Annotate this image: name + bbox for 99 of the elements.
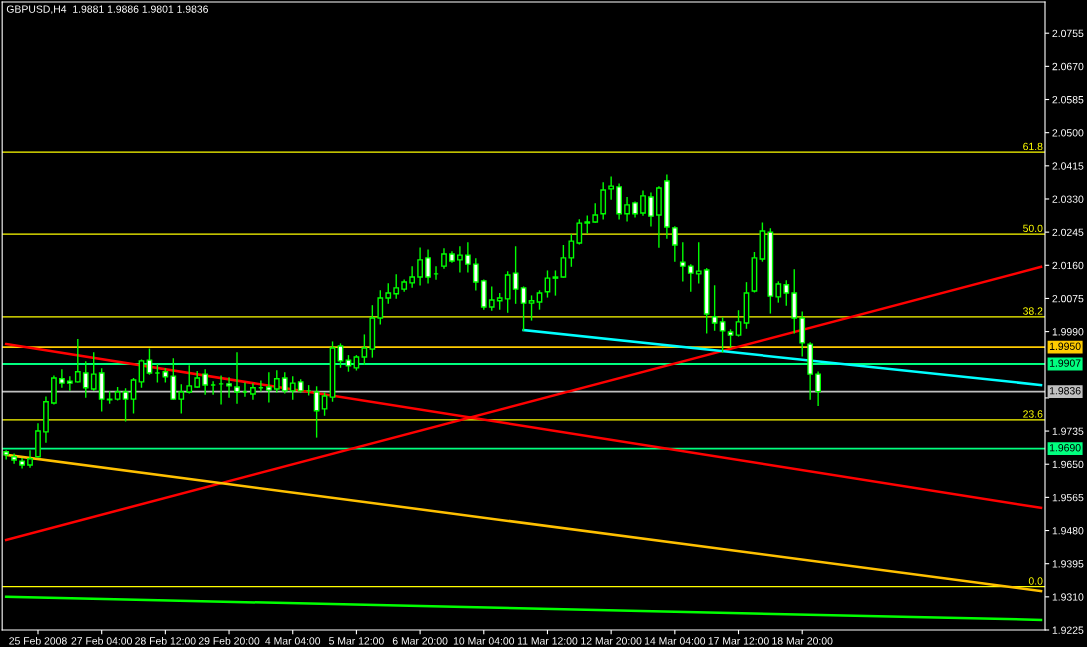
y-tick-label: 1.9225: [1052, 626, 1084, 634]
candlestick: [640, 190, 646, 216]
candlestick: [679, 242, 686, 282]
annotation: 38.2: [1023, 307, 1043, 315]
candlestick: [82, 361, 89, 398]
candlestick: [528, 295, 535, 321]
x-tick-label: 25 Feb 2008: [9, 636, 67, 645]
candlestick: [488, 286, 495, 311]
y-tick-label: 1.9565: [1052, 493, 1084, 502]
candlestick: [520, 286, 527, 331]
candlestick: [385, 283, 392, 304]
x-tick-label: 6 Mar 20:00: [392, 637, 448, 645]
candlestick: [457, 246, 463, 273]
y-tick-label: 1.9990: [1052, 328, 1084, 336]
ref-line-label: 1.9950: [1049, 342, 1081, 350]
annotation: 61.8: [1023, 142, 1043, 151]
x-tick-label: 10 Mar 04:00: [453, 637, 515, 645]
candlestick: [138, 359, 145, 388]
y-tick-label: 2.0500: [1052, 129, 1084, 137]
candlestick: [226, 377, 232, 398]
x-tick-label: 14 Mar 04:00: [644, 637, 706, 645]
y-tick-label: 1.9480: [1052, 527, 1084, 535]
y-tick-label: 2.0670: [1052, 62, 1084, 71]
candlestick: [66, 376, 73, 391]
x-tick-label: 4 Mar 04:00: [265, 637, 321, 645]
candlestick: [425, 249, 431, 284]
annotation: 0.0: [1028, 577, 1043, 585]
annotation: 23.6: [1023, 410, 1043, 418]
x-tick-label: 27 Feb 04:00: [71, 636, 132, 645]
candlestick: [186, 365, 193, 394]
candlestick: [361, 334, 368, 365]
candlestick: [735, 310, 742, 337]
candlestick: [377, 290, 384, 325]
candlestick: [695, 242, 702, 284]
candlestick: [648, 192, 654, 227]
candlestick: [464, 242, 471, 273]
candlestick: [783, 280, 790, 306]
y-tick-label: 1.9310: [1052, 593, 1084, 601]
x-tick-label: 11 Mar 12:00: [517, 637, 578, 645]
candlestick: [58, 369, 65, 388]
candlestick: [130, 378, 137, 414]
candlestick: [624, 197, 630, 222]
candlestick: [265, 372, 272, 403]
candlestick: [393, 274, 400, 299]
candlestick: [512, 246, 519, 304]
y-tick-label: 2.0755: [1052, 29, 1084, 38]
candlestick: [775, 281, 782, 303]
candlestick: [11, 453, 17, 464]
x-tick-label: 18 Mar 20:00: [772, 637, 833, 645]
x-tick-label: 17 Mar 12:00: [708, 637, 769, 645]
ref-line-label: 1.9907: [1049, 359, 1081, 367]
candlestick: [321, 392, 328, 416]
candlestick: [576, 219, 583, 245]
candlestick: [544, 270, 551, 298]
annotation: 50.0: [1023, 224, 1043, 233]
y-tick-label: 1.9735: [1052, 427, 1084, 435]
candlestick: [178, 384, 185, 414]
candlestick: [600, 182, 607, 220]
candlestick: [504, 271, 511, 313]
candlestick: [234, 352, 240, 404]
candlestick: [560, 245, 567, 278]
candlestick: [671, 226, 678, 262]
candlestick: [552, 270, 559, 296]
candlestick: [90, 352, 97, 391]
x-tick-label: 5 Mar 12:00: [329, 637, 384, 645]
y-tick-label: 1.9650: [1052, 460, 1084, 469]
candlestick: [74, 339, 81, 383]
candlestick: [417, 247, 423, 286]
x-tick-label: 28 Feb 12:00: [135, 636, 196, 645]
candlestick: [281, 372, 288, 394]
candlestick: [27, 450, 33, 468]
candlestick: [337, 343, 344, 368]
candlestick: [409, 266, 416, 288]
candlestick: [170, 358, 177, 400]
candlestick: [441, 248, 447, 269]
y-tick-label: 2.0330: [1052, 195, 1084, 203]
ref-line-label: 1.9836: [1049, 387, 1081, 395]
ref-line-label: 1.9690: [1049, 444, 1081, 452]
candlestick: [719, 317, 726, 353]
x-tick-label: 12 Mar 20:00: [581, 637, 642, 645]
candlestick: [202, 369, 209, 395]
y-tick-label: 2.0160: [1052, 261, 1084, 270]
candlestick: [815, 371, 822, 407]
candlestick: [273, 370, 280, 393]
candlestick: [289, 376, 296, 400]
y-tick-label: 1.9395: [1052, 560, 1084, 568]
y-tick-label: 2.0245: [1052, 228, 1084, 237]
x-tick-label: 29 Feb 20:00: [198, 636, 260, 645]
y-tick-label: 2.0585: [1052, 96, 1084, 104]
candlestick: [472, 258, 479, 291]
candlestick: [568, 234, 575, 267]
candlestick: [687, 264, 694, 292]
candlestick: [122, 388, 129, 422]
y-tick-label: 2.0075: [1052, 294, 1084, 303]
candlestick: [146, 348, 153, 375]
candlestick: [711, 285, 718, 331]
y-tick-label: 2.0415: [1052, 162, 1084, 170]
chart-title: GBPUSD,H4 1.9881 1.9886 1.9801 1.9836: [6, 5, 208, 15]
candlestick: [608, 176, 615, 200]
